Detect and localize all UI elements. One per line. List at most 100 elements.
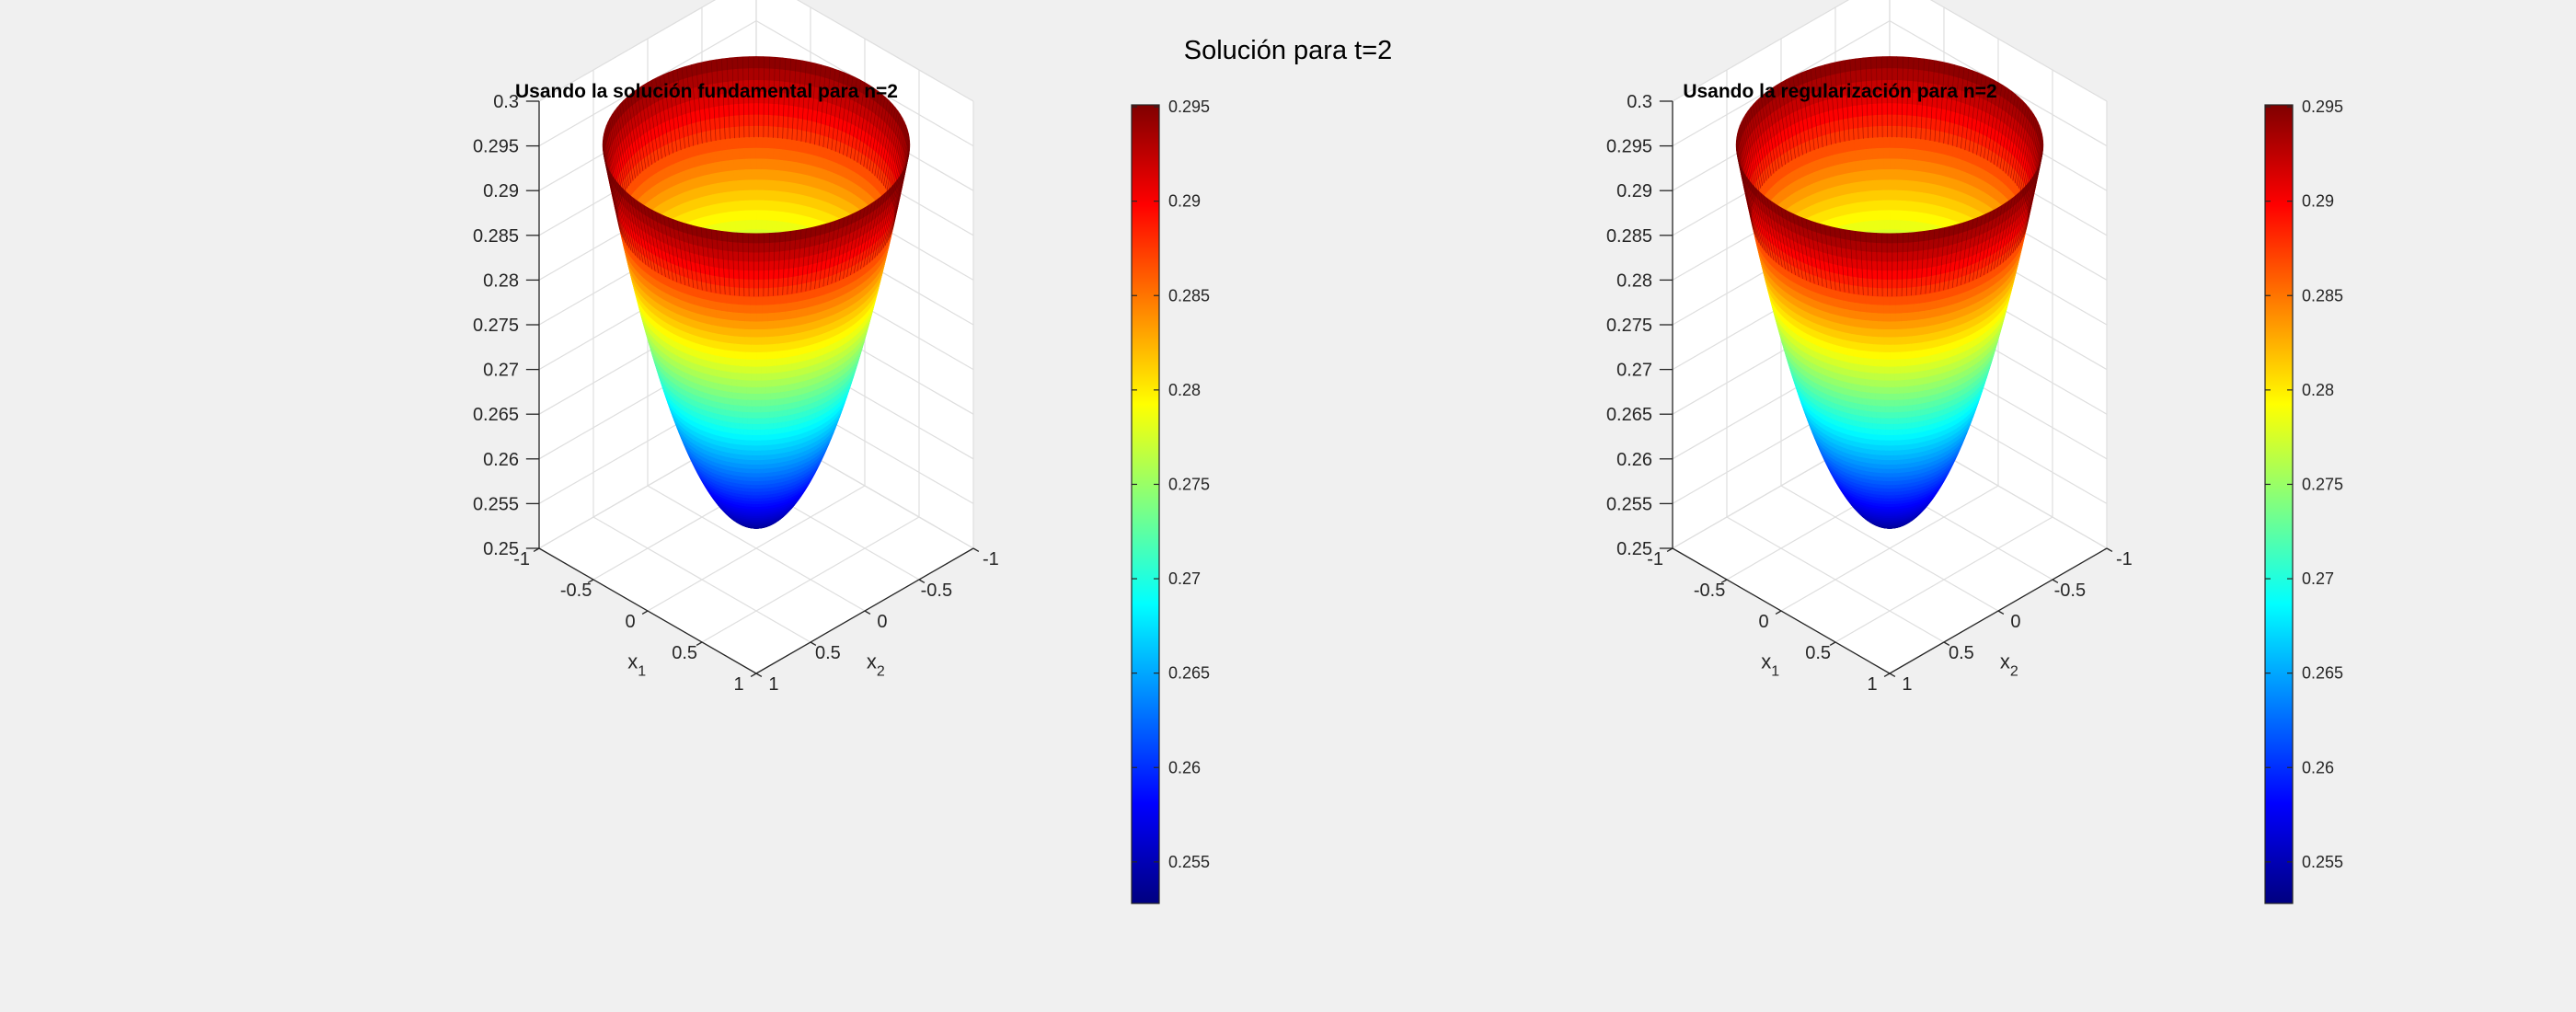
- surface-patch: [715, 150, 722, 163]
- surface-patch: [774, 115, 782, 128]
- surface-patch: [714, 139, 722, 153]
- surface-patch: [730, 104, 739, 117]
- surface-patch: [766, 179, 774, 191]
- surface-patch: [732, 169, 740, 182]
- surface-patch: [771, 211, 778, 222]
- surface-patch: [722, 57, 730, 72]
- surface-patch: [772, 180, 779, 192]
- surface-patch: [797, 140, 804, 154]
- surface-patch: [755, 200, 763, 212]
- surface-patch: [703, 60, 711, 75]
- surface-patch: [739, 200, 746, 212]
- subplot-1: -1-0.500.51-1-0.500.510.250.2550.260.265…: [473, 0, 1210, 904]
- surface-patch: [750, 220, 757, 231]
- surface-patch: [730, 221, 736, 233]
- surface-patch: [789, 171, 797, 184]
- surface-patch: [729, 211, 736, 223]
- surface-patch: [727, 159, 734, 172]
- surface-patch: [744, 190, 752, 201]
- surface-patch: [761, 169, 768, 181]
- surface-patch: [724, 104, 732, 118]
- surface-patch: [726, 138, 733, 151]
- surface-patch: [773, 148, 780, 161]
- surface-patch: [801, 60, 810, 75]
- surface-patch: [782, 201, 789, 213]
- surface-patch: [750, 210, 757, 221]
- surface-patch: [743, 136, 751, 149]
- surface-patch: [788, 182, 796, 194]
- surface-patch: [718, 192, 725, 204]
- surface-patch: [774, 126, 781, 139]
- surface-patch: [767, 137, 775, 150]
- surface-patch: [739, 190, 746, 201]
- surface-patch: [743, 147, 751, 160]
- surface-patch: [737, 103, 744, 117]
- surface-patch: [784, 160, 791, 173]
- surface-patch: [795, 162, 803, 175]
- surface-patch: [715, 161, 723, 174]
- surface-patch: [724, 212, 730, 224]
- surface-patch: [779, 127, 788, 140]
- surface-patch: [755, 147, 763, 160]
- surface-patch: [755, 220, 763, 231]
- surface-patch: [730, 68, 738, 83]
- surface-patch: [765, 220, 773, 231]
- surface-patch: [727, 170, 734, 182]
- surface-patch: [776, 56, 784, 71]
- surface-patch: [755, 114, 764, 127]
- surface-patch: [749, 68, 757, 81]
- surface-patch: [783, 191, 790, 203]
- surface-patch: [709, 151, 717, 165]
- surface-patch: [740, 220, 747, 231]
- surface-patch: [728, 180, 735, 193]
- surface-patch: [719, 212, 726, 224]
- surface-patch: [773, 169, 780, 182]
- surface-patch: [720, 149, 728, 162]
- surface-patch: [777, 190, 785, 203]
- surface-patch: [761, 158, 768, 170]
- surface-patch: [750, 179, 757, 191]
- surface-patch: [750, 168, 757, 181]
- surface-patch: [781, 221, 788, 233]
- surface-patch: [749, 103, 757, 116]
- surface-patch: [739, 179, 746, 191]
- surface-patch: [750, 147, 757, 160]
- surface-patch: [737, 114, 745, 128]
- surface-patch: [733, 190, 741, 202]
- surface-patch: [774, 104, 782, 117]
- surface-patch: [739, 169, 746, 181]
- surface-patch: [725, 115, 732, 129]
- surface-patch: [783, 181, 790, 193]
- surface-patch: [768, 68, 776, 82]
- surface-patch: [696, 61, 706, 76]
- surface-patch: [755, 179, 763, 191]
- surface-patch: [796, 151, 803, 165]
- surface-patch: [710, 172, 719, 185]
- surface-patch: [778, 159, 786, 172]
- surface-patch: [761, 190, 768, 201]
- surface-patch: [721, 170, 729, 183]
- surface-patch: [718, 202, 725, 214]
- surface-patch: [709, 162, 718, 175]
- surface-patch: [750, 158, 757, 170]
- surface-patch: [738, 137, 745, 150]
- surface-patch: [729, 201, 736, 213]
- surface-patch: [750, 125, 757, 138]
- surface-patch: [728, 190, 735, 203]
- surface-patch: [744, 158, 752, 170]
- surface-patch: [766, 169, 774, 181]
- surface-patch: [745, 220, 752, 231]
- figure-title: Solución para t=2: [1184, 36, 1393, 65]
- surface-patch: [738, 158, 745, 171]
- surface-patch: [755, 103, 764, 116]
- surface-patch: [731, 126, 739, 139]
- surface-patch: [772, 201, 778, 213]
- surface-patch: [749, 114, 757, 127]
- surface-patch: [761, 220, 767, 231]
- surface-patch: [736, 68, 744, 82]
- surface-patch: [722, 191, 730, 203]
- surface-patch: [722, 181, 730, 193]
- surface-patch: [733, 180, 741, 192]
- surface-patch: [794, 172, 802, 185]
- surface-patch: [789, 161, 798, 174]
